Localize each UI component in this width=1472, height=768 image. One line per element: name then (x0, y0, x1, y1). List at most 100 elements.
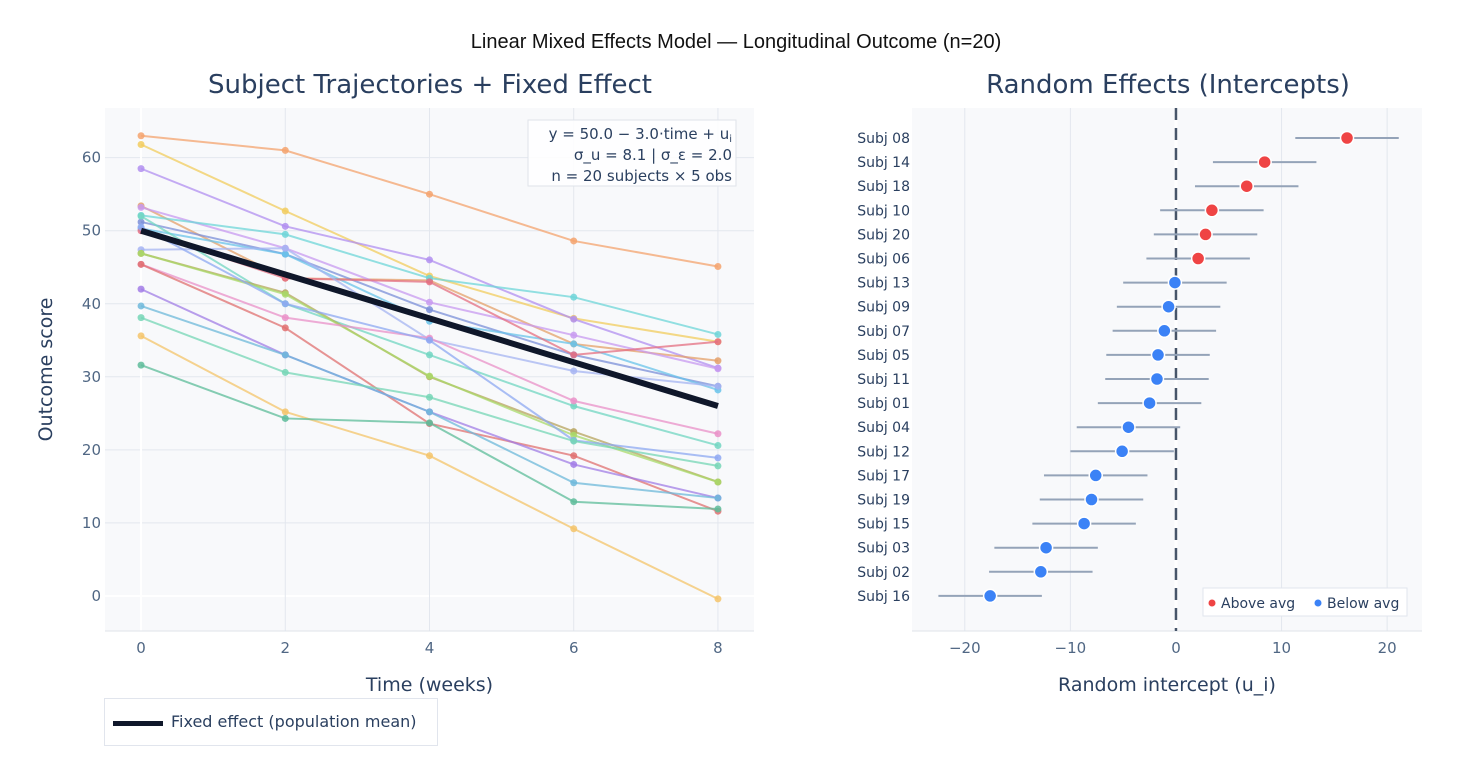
random-effects-legend[interactable]: Above avg Below avg (1202, 587, 1408, 617)
x-tick-label: 0 (136, 639, 146, 657)
subject-point (426, 372, 433, 380)
subject-label: Subj 07 (857, 324, 910, 340)
subject-point (570, 367, 578, 375)
random-effect-point (1257, 154, 1272, 170)
below-avg-marker-icon (1314, 599, 1322, 607)
model-annotation-line: σ_u = 8.1 | σ_ε = 2.0 (574, 146, 732, 165)
y-tick-label: 50 (82, 222, 101, 240)
subject-point (426, 298, 433, 306)
subject-point (426, 408, 433, 416)
subject-point (426, 351, 433, 359)
subject-label: Subj 06 (857, 252, 910, 268)
x-tick-label: 6 (569, 639, 579, 657)
subject-point (137, 218, 145, 226)
main-title: Linear Mixed Effects Model — Longitudina… (470, 31, 1002, 53)
x-tick-label: −20 (949, 639, 981, 657)
random-effect-point (1142, 395, 1157, 411)
subject-point (714, 382, 722, 390)
subject-point (137, 212, 145, 220)
subject-point (281, 146, 289, 154)
subject-point (714, 494, 722, 502)
subject-point (426, 190, 433, 198)
subject-point (714, 430, 722, 438)
random-effect-point (1339, 130, 1355, 146)
subject-point (281, 408, 289, 416)
subject-point (137, 249, 145, 257)
x-tick-label: 10 (1272, 639, 1291, 657)
subject-point (426, 306, 433, 314)
subject-point (570, 397, 578, 405)
subject-label: Subj 08 (857, 131, 910, 147)
subscript-i: i (729, 134, 732, 145)
x-tick-label: 8 (713, 639, 723, 657)
legend-box (1202, 587, 1408, 617)
subject-point (137, 132, 145, 140)
subject-point (137, 332, 145, 340)
random-effect-point (1084, 492, 1099, 507)
subject-point (714, 505, 722, 513)
subject-label: Subj 14 (857, 155, 910, 171)
subject-point (570, 431, 578, 439)
random-effect-point (982, 588, 998, 604)
x-axis-label: Time (weeks) (365, 674, 493, 696)
subject-label: Subj 01 (857, 396, 910, 412)
subject-point (137, 361, 145, 369)
random-effect-point (1114, 444, 1130, 459)
subject-point (281, 324, 289, 332)
random-effect-point (1149, 371, 1165, 387)
y-tick-label: 40 (82, 295, 101, 313)
subject-point (714, 454, 722, 462)
plot-background (912, 108, 1422, 631)
subject-point (714, 330, 722, 338)
subject-label: Subj 03 (857, 541, 910, 557)
x-tick-label: −10 (1055, 639, 1087, 657)
random-effect-point (1161, 299, 1176, 314)
random-effects-plot: −20 −10 0 10 20 Random intercept (u_i) Subj 08… (857, 108, 1422, 696)
subject-point (714, 357, 722, 365)
subject-point (426, 419, 433, 427)
subject-point (281, 314, 289, 322)
fixed-effect-line (140, 227, 719, 409)
subject-label: Subj 20 (857, 227, 910, 243)
y-tick-label: 30 (82, 368, 101, 386)
random-effect-point (1239, 178, 1254, 194)
random-effect-point (1204, 203, 1220, 218)
random-effect-point (1121, 419, 1136, 435)
x-tick-label: 20 (1378, 639, 1397, 657)
subject-point (714, 263, 722, 271)
below-avg-legend-label: Below avg (1327, 596, 1399, 612)
subject-label: Subj 05 (857, 348, 910, 364)
subject-point (570, 437, 578, 445)
random-effect-point (1198, 227, 1213, 242)
y-tick-label: 10 (82, 514, 101, 532)
y-tick-label: 60 (82, 149, 101, 167)
fixed-effect-legend-swatch (113, 721, 163, 726)
subject-point (281, 300, 289, 308)
random-effect-point (1157, 323, 1172, 339)
subject-point (426, 393, 433, 401)
subject-point (714, 478, 722, 486)
right-chart-title: Random Effects (Intercepts) (986, 70, 1350, 100)
subject-point (426, 452, 433, 460)
subject-point (714, 462, 722, 470)
subject-label: Subj 16 (857, 589, 910, 605)
subject-point (137, 141, 145, 149)
subject-point (137, 302, 145, 310)
subject-point (426, 256, 433, 264)
model-annotation-line: n = 20 subjects × 5 obs (551, 167, 732, 185)
subject-label: Subj 02 (857, 565, 910, 581)
subject-point (137, 314, 145, 322)
subject-point (570, 479, 578, 487)
subject-point (281, 368, 289, 376)
subject-point (281, 230, 289, 238)
subject-point (281, 244, 289, 252)
fixed-effect-legend[interactable]: Fixed effect (population mean) (104, 698, 438, 746)
subject-point (137, 260, 145, 268)
subject-point (570, 331, 578, 339)
subject-point (426, 336, 433, 344)
x-tick-label: 0 (1171, 639, 1181, 657)
y-axis-label: Outcome score (35, 298, 57, 442)
x-axis-label: Random intercept (u_i) (1058, 674, 1276, 696)
subject-point (570, 452, 578, 460)
subject-label: Subj 09 (857, 300, 910, 316)
